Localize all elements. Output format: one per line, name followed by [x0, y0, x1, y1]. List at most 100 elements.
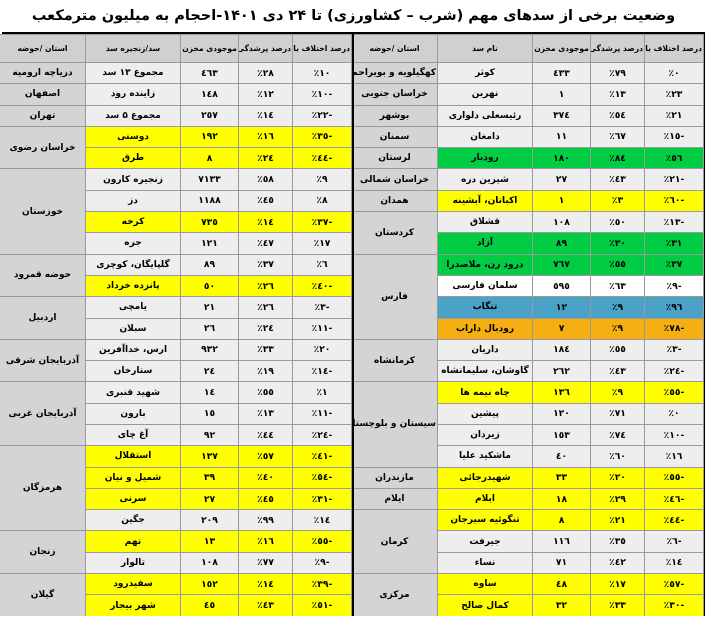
cell-reservoir-volume: ٣٢	[532, 594, 591, 617]
cell-province: هرمزگان	[0, 445, 86, 532]
table-row: -٦٪ ٣٥٪ ١١٦ جیرفت	[352, 530, 704, 553]
cell-province: سیستان و بلوچستان	[351, 381, 438, 468]
cell-reservoir-volume: ٥٩٥	[532, 274, 591, 298]
table-row: -٥٥٪ ٩٪ ١٣٦ چاه نیمه ها سیستان و بلوچستان	[351, 381, 704, 468]
header-dam-name: نام سد	[437, 33, 533, 63]
cell-fill-percent: ٧٩٪	[590, 61, 645, 85]
cell-fill-percent: ٣٪	[590, 189, 645, 213]
cell-diff-percent: -١٤٪	[292, 360, 352, 383]
cell-fill-percent: ٥٥٪	[590, 338, 645, 362]
table-row: ٩٦٪ ٩٪ ١٢ تنگاب	[352, 296, 704, 319]
cell-fill-percent: ٨٤٪	[590, 147, 645, 170]
cell-dam-name: تنگاب	[437, 296, 533, 319]
cell-dam-name: آزاد	[437, 232, 533, 255]
cell-reservoir-volume: ٤٦٣	[180, 61, 239, 85]
cell-fill-percent: ٢٩٪	[590, 487, 645, 511]
cell-province: خوزستان	[0, 168, 86, 255]
cell-dam-name: استقلال	[85, 445, 181, 468]
cell-dam-name: مجموع ۵ سد	[85, 104, 181, 127]
cell-dam-name: ایلام	[437, 487, 533, 511]
cell-reservoir-volume: ٧٦٧	[532, 253, 591, 276]
table-row: ٣٧٪ ٥٥٪ ٧٦٧ درود زن، ملاصدرا فارس	[351, 253, 704, 340]
cell-diff-percent: -١١٪	[292, 317, 352, 340]
header-reservoir-volume: موجودی مخزن	[180, 33, 239, 63]
cell-dam-name: ساوه	[437, 573, 533, 596]
cell-fill-percent: ٤٥٪	[238, 189, 293, 213]
cell-diff-percent: ١٤٪	[292, 509, 352, 532]
cell-dam-name: ستارخان	[85, 360, 181, 383]
cell-fill-percent: ٥٠٪	[590, 211, 645, 234]
table-row: -٢١٪ ٤٣٪ ٢٧ شیرین دره خراسان شمالی	[351, 168, 704, 191]
cell-fill-percent: ٢٦٪	[238, 274, 293, 298]
cell-fill-percent: ١٧٪	[590, 573, 645, 596]
cell-dam-name: یامچی	[85, 296, 181, 319]
cell-fill-percent: ٧٧٪	[238, 551, 293, 575]
cell-province: لرستان	[351, 147, 438, 170]
cell-province: خراسان جنوبی	[351, 83, 438, 106]
table-row: -٢٤٪ ٤٣٪ ٢٦٢ گاوشان، سلیمانشاه	[352, 360, 704, 383]
table-row: ٣١٪ ٣٠٪ ٨٩ آزاد	[352, 232, 704, 255]
cell-fill-percent: ٤٠٪	[238, 466, 293, 489]
cell-reservoir-volume: ١	[532, 189, 591, 213]
cell-dam-name: طرق	[85, 147, 181, 170]
cell-reservoir-volume: ٢٦٢	[532, 360, 591, 383]
cell-reservoir-volume: ٥٠	[180, 274, 239, 298]
table-row: -٤١٪ ٥٧٪ ١٣٧ استقلال هرمزگان	[0, 445, 352, 532]
cell-diff-percent: -٥١٪	[292, 594, 352, 617]
cell-province: همدان	[351, 189, 438, 213]
cell-diff-percent: -٤٠٪	[292, 274, 352, 298]
cell-dam-name: گلپایگان، کوچری	[85, 253, 181, 276]
cell-dam-name: سفیدرود	[85, 573, 181, 596]
cell-reservoir-volume: ١٢٠	[532, 402, 591, 425]
table-row: -١٥٪ ٦٧٪ ١١ دامغان سمنان	[351, 125, 704, 149]
cell-dam-name: کرخه	[85, 211, 181, 234]
cell-dam-name: نساء	[437, 551, 533, 575]
header-reservoir-volume: موجودی مخزن	[532, 33, 591, 63]
cell-fill-percent: ١٩٪	[238, 360, 293, 383]
table-row: -١٠٪ ١٢٪ ١٤٨ زاینده رود اصفهان	[0, 83, 352, 106]
cell-reservoir-volume: ١٥٢	[180, 573, 239, 596]
cell-fill-percent: ٢٤٪	[238, 317, 293, 340]
cell-fill-percent: ٥٤٪	[590, 104, 645, 127]
cell-diff-percent: -٣٪	[292, 296, 352, 319]
cell-diff-percent: -٩٪	[644, 274, 704, 298]
cell-diff-percent: ١٦٪	[644, 445, 704, 468]
cell-fill-percent: ٢١٪	[590, 509, 645, 532]
cell-province: کرمان	[351, 509, 438, 575]
cell-diff-percent: -٣٧٪	[292, 211, 352, 234]
cell-dam-name: پیشین	[437, 402, 533, 425]
cell-reservoir-volume: ٣٧٤	[532, 104, 591, 127]
cell-fill-percent: ٥٥٪	[238, 381, 293, 404]
table-row: -٥٧٪ ١٧٪ ٤٨ ساوه مرکزی	[351, 573, 704, 617]
cell-fill-percent: ٦٧٪	[590, 125, 645, 149]
cell-dam-name: رئیسعلی دلواری	[437, 104, 533, 127]
header-diff-percent: درصد اختلاف با سال قبل	[292, 33, 352, 63]
table-row: ١٪ ٥٥٪ ١٤ شهید قنبری آذربایجان غربی	[0, 381, 352, 447]
table-row: -١٤٪ ١٩٪ ٢٤ ستارخان	[0, 360, 352, 383]
cell-diff-percent: ٠٪	[644, 61, 704, 85]
cell-dam-name: جره	[85, 232, 181, 255]
cell-diff-percent: -٦٪	[644, 530, 704, 553]
cell-diff-percent: -١٣٪	[644, 211, 704, 234]
cell-diff-percent: -٤١٪	[292, 445, 352, 468]
cell-reservoir-volume: ٢٧	[180, 487, 239, 511]
cell-fill-percent: ٦٣٪	[590, 274, 645, 298]
cell-fill-percent: ٢٨٪	[238, 61, 293, 85]
cell-reservoir-volume: ٢٠٩	[180, 509, 239, 532]
cell-diff-percent: -٢٤٪	[292, 423, 352, 447]
cell-diff-percent: ١٧٪	[292, 232, 352, 255]
cell-province: گیلان	[0, 573, 86, 617]
cell-reservoir-volume: ١٨٠	[532, 147, 591, 170]
cell-province: دریاچه ارومیه	[0, 61, 86, 85]
table-row: -١٣٪ ٥٠٪ ١٠٨ قشلاق کردستان	[351, 211, 704, 255]
right-header-row: درصد اختلاف با سال قبل درصد پرشدگی موجود…	[0, 33, 352, 63]
cell-diff-percent: -١٠٪	[292, 83, 352, 106]
cell-reservoir-volume: ٢٧	[532, 168, 591, 191]
cell-dam-name: داریان	[437, 338, 533, 362]
cell-province: کرمانشاه	[351, 338, 438, 383]
cell-diff-percent: -٥٥٪	[292, 530, 352, 553]
table-row: -٥٥٪ ١٦٪ ١٣ تهم زنجان	[0, 530, 352, 575]
cell-reservoir-volume: ٣٩	[180, 466, 239, 489]
cell-dam-name: نهرین	[437, 83, 533, 106]
left-header-row: درصد اختلاف با سال قبل درصد پرشدگی موجود…	[351, 33, 704, 63]
